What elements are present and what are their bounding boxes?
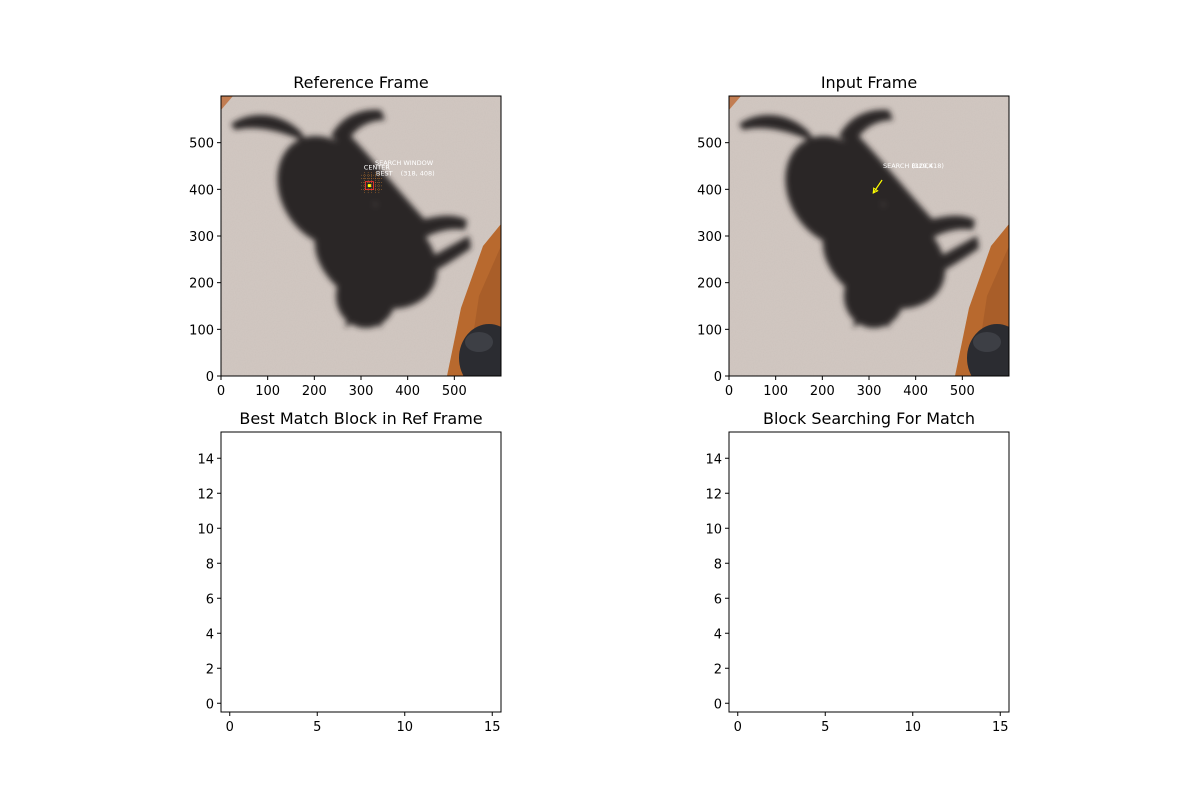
y-tick-label: 6 bbox=[714, 592, 722, 607]
x-tick-label: 400 bbox=[395, 384, 420, 399]
x-tick-label: 10 bbox=[396, 720, 413, 735]
y-tick-label: 10 bbox=[197, 522, 214, 537]
y-tick-label: 100 bbox=[189, 323, 214, 338]
input-annotation: (329,418) bbox=[912, 162, 944, 170]
best-match-block-axes: Best Match Block in Ref Frame 0 5 10 15 0 2 4… bbox=[197, 409, 502, 735]
x-tick-label: 200 bbox=[302, 384, 327, 399]
x-tick-label: 5 bbox=[313, 720, 321, 735]
y-tick-label: 200 bbox=[189, 277, 214, 292]
x-tick-label: 200 bbox=[810, 384, 835, 399]
input-annotation: SEARCH BLOCK bbox=[883, 162, 934, 170]
reference-annotation: CENTER bbox=[364, 164, 391, 172]
reference-annotation: SEARCH WINDOW bbox=[375, 159, 434, 167]
y-tick-label: 0 bbox=[714, 370, 722, 385]
y-tick-label: 14 bbox=[705, 452, 722, 467]
x-tick-label: 0 bbox=[725, 384, 733, 399]
y-tick-label: 2 bbox=[714, 662, 722, 677]
best-match-block-border bbox=[220, 431, 502, 713]
y-tick-label: 300 bbox=[189, 230, 214, 245]
y-tick-label: 12 bbox=[197, 487, 214, 502]
search-block-x-axis: 0 5 10 15 bbox=[734, 712, 1009, 735]
reference-annotation: BEST bbox=[376, 169, 393, 177]
input-frame-title: Input Frame bbox=[821, 73, 917, 92]
input-frame-x-axis: 0 100 200 300 400 500 bbox=[725, 376, 975, 399]
input-frame-y-axis: 0 100 200 300 400 500 bbox=[697, 137, 729, 385]
y-tick-label: 14 bbox=[197, 452, 214, 467]
y-tick-label: 8 bbox=[714, 557, 722, 572]
reference-annotation: (318, 408) bbox=[401, 169, 435, 177]
x-tick-label: 100 bbox=[763, 384, 788, 399]
y-tick-label: 200 bbox=[697, 277, 722, 292]
input-frame-image bbox=[729, 96, 1027, 392]
search-block-axes: Block Searching For Match 0 5 10 15 0 2 4 6 8 10… bbox=[705, 409, 1010, 735]
x-tick-label: 15 bbox=[484, 720, 501, 735]
x-tick-label: 500 bbox=[442, 384, 467, 399]
reference-frame-y-axis: 0 100 200 300 400 500 bbox=[189, 137, 221, 385]
y-tick-label: 500 bbox=[189, 137, 214, 152]
y-tick-label: 4 bbox=[714, 627, 722, 642]
y-tick-label: 0 bbox=[206, 697, 214, 712]
y-tick-label: 100 bbox=[697, 323, 722, 338]
reference-frame-image bbox=[221, 96, 519, 392]
y-tick-label: 12 bbox=[705, 487, 722, 502]
y-tick-label: 0 bbox=[206, 370, 214, 385]
x-tick-label: 0 bbox=[734, 720, 742, 735]
y-tick-label: 500 bbox=[697, 137, 722, 152]
best-match-marker bbox=[364, 181, 374, 191]
x-tick-label: 400 bbox=[903, 384, 928, 399]
x-tick-label: 300 bbox=[857, 384, 882, 399]
y-tick-label: 6 bbox=[206, 592, 214, 607]
motion-vector-arrow bbox=[872, 179, 883, 194]
input-frame-axes: Input Frame SEARCH BLOCK(329,418) 0 100 20… bbox=[697, 73, 1027, 399]
x-tick-label: 0 bbox=[217, 384, 225, 399]
x-tick-label: 300 bbox=[349, 384, 374, 399]
x-tick-label: 10 bbox=[904, 720, 921, 735]
reference-frame-x-axis: 0 100 200 300 400 500 bbox=[217, 376, 467, 399]
search-block-y-axis: 0 2 4 6 8 10 12 14 bbox=[705, 452, 729, 712]
y-tick-label: 0 bbox=[714, 697, 722, 712]
y-tick-label: 4 bbox=[206, 627, 214, 642]
x-tick-label: 15 bbox=[992, 720, 1009, 735]
y-tick-label: 300 bbox=[697, 230, 722, 245]
best-match-block-x-axis: 0 5 10 15 bbox=[226, 712, 501, 735]
input-frame-annotations: SEARCH BLOCK(329,418) bbox=[872, 162, 944, 194]
y-tick-label: 400 bbox=[697, 183, 722, 198]
y-tick-label: 10 bbox=[705, 522, 722, 537]
best-match-block-title: Best Match Block in Ref Frame bbox=[239, 409, 482, 428]
search-block-title: Block Searching For Match bbox=[763, 409, 975, 428]
y-tick-label: 400 bbox=[189, 183, 214, 198]
motion-vector-arrowhead bbox=[872, 187, 879, 194]
best-match-block-y-axis: 0 2 4 6 8 10 12 14 bbox=[197, 452, 221, 712]
y-tick-label: 2 bbox=[206, 662, 214, 677]
reference-frame-title: Reference Frame bbox=[293, 73, 429, 92]
center-marker bbox=[367, 184, 371, 188]
x-tick-label: 0 bbox=[226, 720, 234, 735]
x-tick-label: 100 bbox=[255, 384, 280, 399]
x-tick-label: 5 bbox=[821, 720, 829, 735]
x-tick-label: 500 bbox=[950, 384, 975, 399]
search-block-border bbox=[728, 431, 1010, 713]
y-tick-label: 8 bbox=[206, 557, 214, 572]
